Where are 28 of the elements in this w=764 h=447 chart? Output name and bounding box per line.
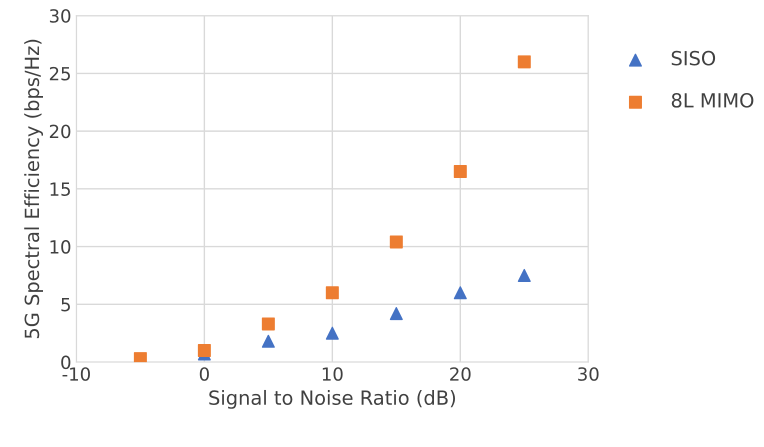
y-tick-label: 20 (50, 124, 70, 138)
point (134, 352, 147, 362)
legend-label: SISO (672, 50, 716, 66)
point (326, 286, 339, 300)
x-tick-label: -10 (62, 367, 90, 381)
y-tick-label: 30 (50, 9, 70, 23)
x-tick-label: 10 (322, 367, 343, 381)
point (326, 326, 339, 340)
point (262, 334, 275, 348)
point (518, 268, 531, 282)
point (198, 344, 211, 358)
point (454, 286, 467, 300)
x-tick-label: 0 (200, 367, 209, 381)
y-tick-label: 5 (61, 298, 70, 312)
y-tick-label: 0 (61, 356, 70, 370)
point (518, 55, 531, 68)
y-tick-label: 10 (50, 240, 70, 254)
point (262, 317, 275, 330)
x-tick-label: 30 (578, 367, 599, 381)
point (390, 307, 403, 320)
x-axis-title: Signal to Noise Ratio (dB) (209, 390, 456, 409)
x-tick-label: 20 (450, 367, 471, 381)
point (390, 235, 403, 248)
y-axis-title: 5G Spectral Efficiency (bps/Hz) (24, 40, 44, 338)
y-tick-label: 15 (50, 182, 70, 196)
y-tick-label: 25 (50, 66, 70, 80)
legend-label: 8L MIMO (672, 92, 754, 108)
point (454, 165, 467, 178)
